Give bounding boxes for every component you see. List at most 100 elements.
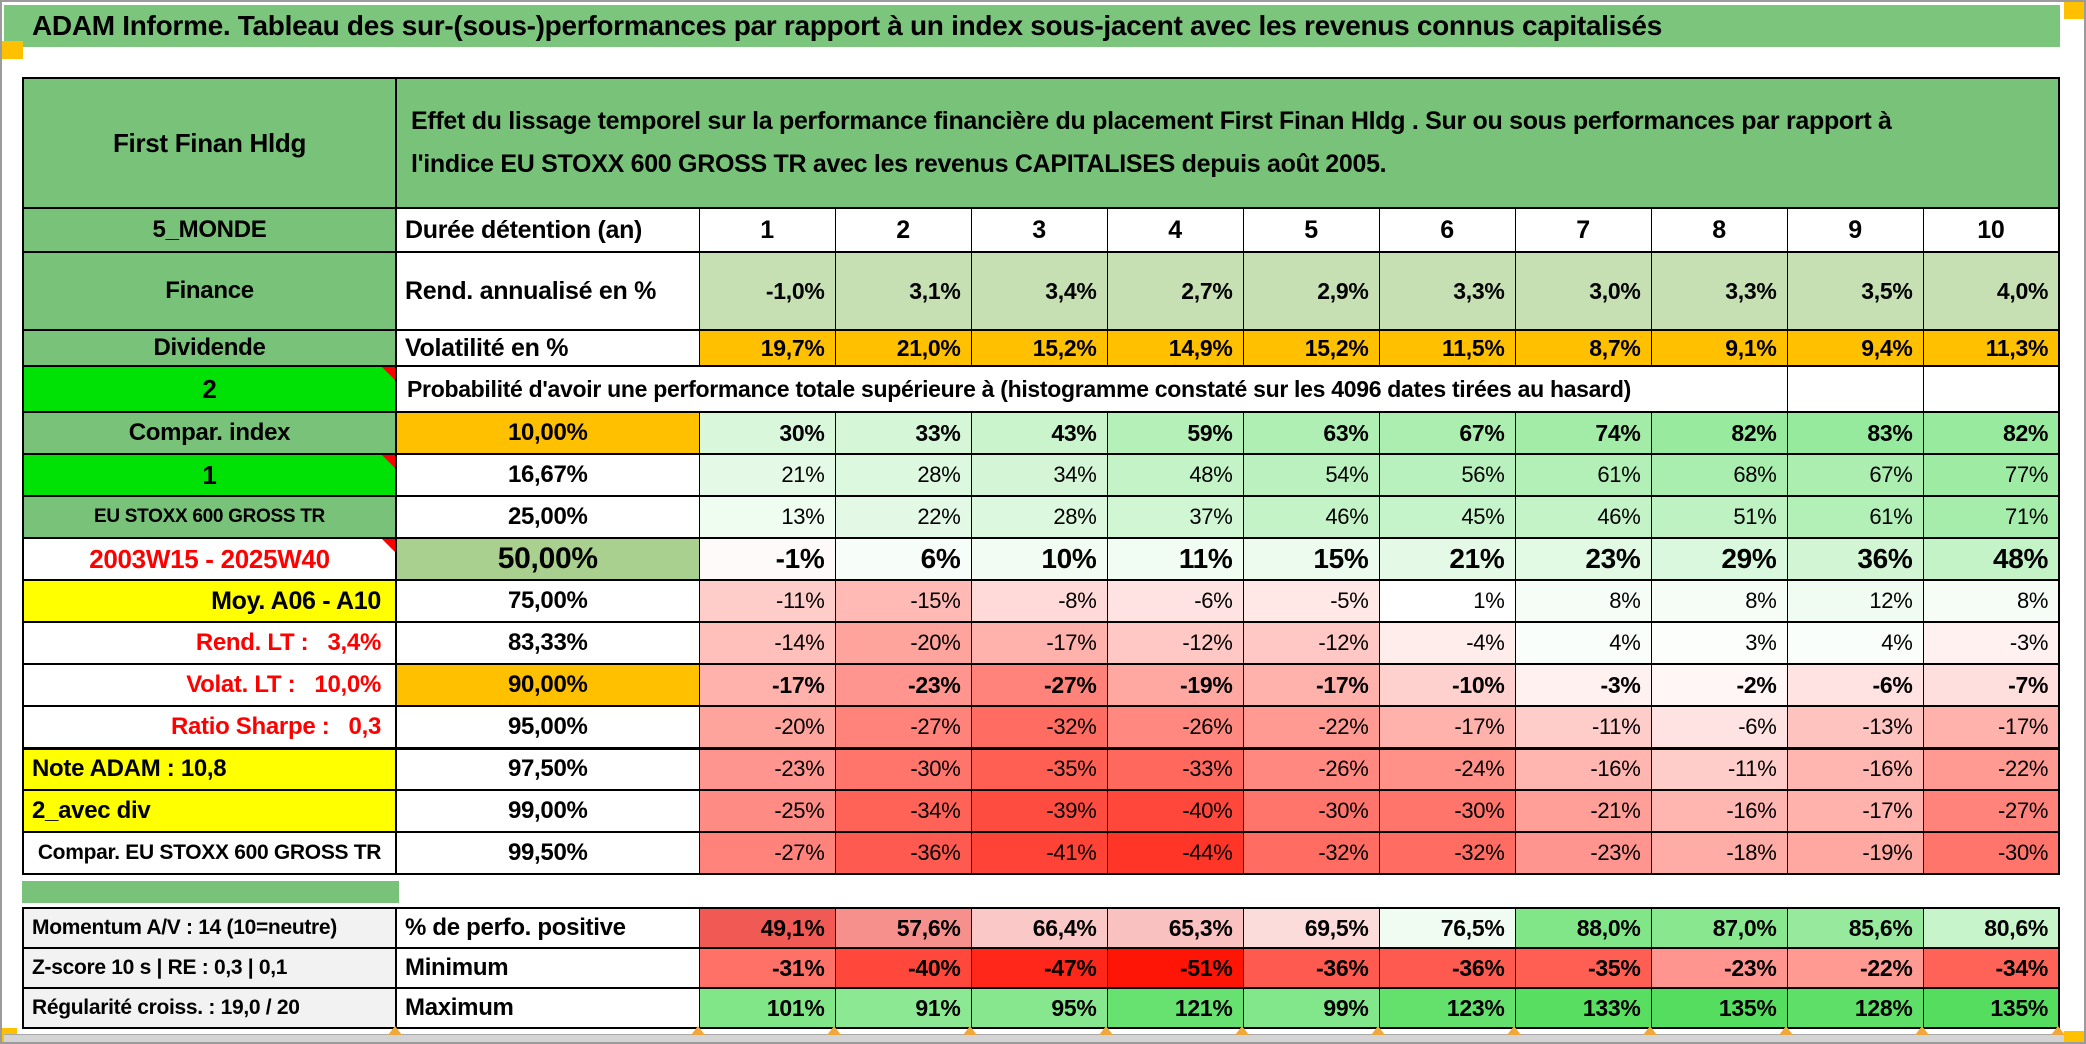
value-cell[interactable]: 128% — [1786, 987, 1924, 1029]
value-cell[interactable]: -17% — [1242, 663, 1380, 707]
value-cell[interactable]: -51% — [1106, 947, 1244, 989]
value-cell[interactable]: -3% — [1514, 663, 1652, 707]
value-cell[interactable]: 3% — [1650, 621, 1788, 665]
value-cell[interactable]: -4% — [1378, 621, 1516, 665]
value-cell[interactable]: -27% — [970, 663, 1108, 707]
value-cell[interactable]: -27% — [698, 831, 836, 875]
value-cell[interactable]: -20% — [834, 621, 972, 665]
row-label-cell[interactable]: EU STOXX 600 GROSS TR — [22, 495, 397, 539]
value-cell[interactable]: 21% — [1378, 537, 1516, 581]
value-cell[interactable]: -19% — [1106, 663, 1244, 707]
value-cell[interactable]: 133% — [1514, 987, 1652, 1029]
row-label-cell[interactable]: Z-score 10 s | RE : 0,3 | 0,1 — [22, 947, 397, 989]
row-label-cell[interactable]: Finance — [22, 251, 397, 331]
value-cell[interactable]: 80,6% — [1922, 907, 2060, 949]
threshold-cell[interactable]: 16,67% — [395, 453, 700, 497]
value-cell[interactable]: -47% — [970, 947, 1108, 989]
value-cell[interactable]: -8% — [970, 579, 1108, 623]
value-cell[interactable]: 85,6% — [1786, 907, 1924, 949]
value-cell[interactable]: -34% — [834, 789, 972, 833]
value-cell[interactable]: -30% — [1242, 789, 1380, 833]
value-cell[interactable]: -5% — [1242, 579, 1380, 623]
value-cell[interactable]: -17% — [1922, 705, 2060, 750]
value-cell[interactable]: 10 — [1922, 207, 2060, 253]
row-label-cell[interactable]: 2 — [22, 365, 397, 413]
value-cell[interactable]: -16% — [1514, 747, 1652, 791]
value-cell[interactable]: -12% — [1242, 621, 1380, 665]
row-label-cell[interactable]: Compar. index — [22, 411, 397, 455]
value-cell[interactable]: -30% — [834, 747, 972, 791]
value-cell[interactable]: 11,5% — [1378, 329, 1516, 367]
value-cell[interactable]: 3,3% — [1378, 251, 1516, 331]
value-cell[interactable]: 48% — [1106, 453, 1244, 497]
value-cell[interactable]: 3 — [970, 207, 1108, 253]
value-cell[interactable]: 23% — [1514, 537, 1652, 581]
row-label-cell[interactable]: Régularité croiss. : 19,0 / 20 — [22, 987, 397, 1029]
value-cell[interactable]: 67% — [1786, 453, 1924, 497]
value-cell[interactable]: 3,3% — [1650, 251, 1788, 331]
threshold-cell[interactable]: Maximum — [395, 987, 700, 1029]
value-cell[interactable]: -15% — [834, 579, 972, 623]
value-cell[interactable]: 88,0% — [1514, 907, 1652, 949]
value-cell[interactable]: 10% — [970, 537, 1108, 581]
value-cell[interactable]: 7 — [1514, 207, 1652, 253]
table-description-cell[interactable]: Effet du lissage temporel sur la perform… — [395, 77, 2060, 209]
value-cell[interactable]: 46% — [1242, 495, 1380, 539]
value-cell[interactable]: -17% — [1786, 789, 1924, 833]
value-cell[interactable]: 87,0% — [1650, 907, 1788, 949]
value-cell[interactable]: 123% — [1378, 987, 1516, 1029]
value-cell[interactable]: 6% — [834, 537, 972, 581]
value-cell[interactable]: 45% — [1378, 495, 1516, 539]
value-cell[interactable]: 68% — [1650, 453, 1788, 497]
value-cell[interactable]: -34% — [1922, 947, 2060, 989]
value-cell[interactable]: 61% — [1786, 495, 1924, 539]
value-cell[interactable]: 13% — [698, 495, 836, 539]
value-cell[interactable]: -40% — [834, 947, 972, 989]
value-cell[interactable]: -35% — [970, 747, 1108, 791]
value-cell[interactable]: -1% — [698, 537, 836, 581]
threshold-cell[interactable]: 90,00% — [395, 663, 700, 707]
value-cell[interactable]: 2,9% — [1242, 251, 1380, 331]
value-cell[interactable]: 59% — [1106, 411, 1244, 455]
value-cell[interactable]: -31% — [698, 947, 836, 989]
value-cell[interactable]: 28% — [834, 453, 972, 497]
value-cell[interactable]: 3,1% — [834, 251, 972, 331]
value-cell[interactable]: -22% — [1242, 705, 1380, 750]
empty-cell[interactable] — [1786, 365, 1924, 413]
value-cell[interactable]: -17% — [698, 663, 836, 707]
value-cell[interactable]: 34% — [970, 453, 1108, 497]
threshold-cell[interactable]: 97,50% — [395, 747, 700, 791]
value-cell[interactable]: -6% — [1786, 663, 1924, 707]
value-cell[interactable]: 11% — [1106, 537, 1244, 581]
threshold-cell[interactable]: Durée détention (an) — [395, 207, 700, 253]
value-cell[interactable]: -22% — [1786, 947, 1924, 989]
value-cell[interactable]: 82% — [1650, 411, 1788, 455]
value-cell[interactable]: 29% — [1650, 537, 1788, 581]
value-cell[interactable]: -36% — [1378, 947, 1516, 989]
value-cell[interactable]: 37% — [1106, 495, 1244, 539]
section-title-cell[interactable]: Probabilité d'avoir une performance tota… — [395, 365, 1788, 413]
value-cell[interactable]: -32% — [1378, 831, 1516, 875]
value-cell[interactable]: -23% — [698, 747, 836, 791]
value-cell[interactable]: 63% — [1242, 411, 1380, 455]
value-cell[interactable]: 2 — [834, 207, 972, 253]
value-cell[interactable]: -17% — [1378, 705, 1516, 750]
value-cell[interactable]: 11,3% — [1922, 329, 2060, 367]
threshold-cell[interactable]: 99,00% — [395, 789, 700, 833]
value-cell[interactable]: 101% — [698, 987, 836, 1029]
threshold-cell[interactable]: 10,00% — [395, 411, 700, 455]
value-cell[interactable]: -32% — [970, 705, 1108, 750]
value-cell[interactable]: -1,0% — [698, 251, 836, 331]
value-cell[interactable]: -16% — [1650, 789, 1788, 833]
value-cell[interactable]: -7% — [1922, 663, 2060, 707]
value-cell[interactable]: 3,5% — [1786, 251, 1924, 331]
value-cell[interactable]: -16% — [1786, 747, 1924, 791]
value-cell[interactable]: -21% — [1514, 789, 1652, 833]
row-label-cell[interactable]: Note ADAM : 10,8 — [22, 747, 397, 791]
value-cell[interactable]: 8% — [1922, 579, 2060, 623]
value-cell[interactable]: 12% — [1786, 579, 1924, 623]
value-cell[interactable]: 22% — [834, 495, 972, 539]
value-cell[interactable]: -6% — [1106, 579, 1244, 623]
value-cell[interactable]: 9,4% — [1786, 329, 1924, 367]
row-label-cell[interactable]: Compar. EU STOXX 600 GROSS TR — [22, 831, 397, 875]
